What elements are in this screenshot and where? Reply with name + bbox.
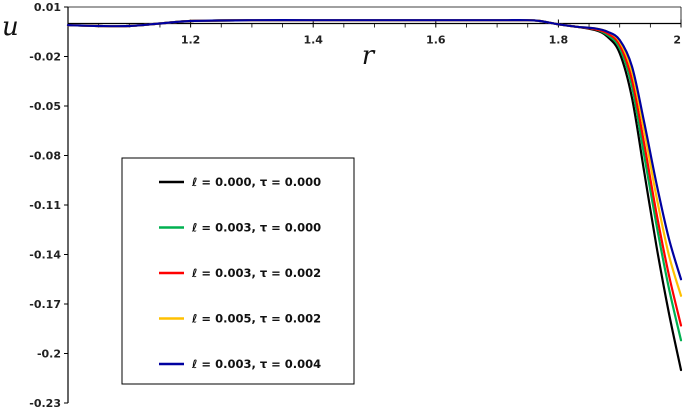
y-tick-label: -0.23: [29, 397, 61, 410]
x-tick-label: 1.2: [181, 34, 201, 47]
x-tick-label: 1.4: [303, 34, 323, 47]
x-axis-label: r: [362, 41, 376, 71]
y-tick-label: -0.08: [29, 150, 61, 163]
y-tick-label: -0.05: [29, 100, 61, 113]
y-tick-label: -0.2: [37, 348, 61, 361]
series-group: [66, 19, 683, 372]
legend-label: ℓ = 0.003, τ = 0.002: [192, 266, 321, 280]
series-line-5: [66, 19, 683, 281]
x-tick-label: 1.6: [426, 34, 446, 47]
legend: ℓ = 0.000, τ = 0.000 ℓ = 0.003, τ = 0.000…: [121, 157, 355, 385]
y-tick-label: -0.17: [29, 298, 61, 311]
x-tick-label: 1.8: [549, 34, 569, 47]
legend-label: ℓ = 0.000, τ = 0.000: [192, 175, 321, 189]
x-tick-label: 2: [673, 34, 681, 47]
y-tick-label: -0.14: [29, 249, 61, 262]
legend-label: ℓ = 0.003, τ = 0.000: [192, 221, 321, 235]
y-axis-label: u: [2, 12, 19, 42]
y-tick-label: -0.02: [29, 51, 61, 64]
legend-label: ℓ = 0.003, τ = 0.004: [192, 357, 321, 371]
y-tick-label: -0.11: [29, 199, 61, 212]
y-tick-label: 0.01: [34, 1, 61, 14]
legend-box: [121, 157, 355, 385]
legend-label: ℓ = 0.005, τ = 0.002: [192, 312, 321, 326]
